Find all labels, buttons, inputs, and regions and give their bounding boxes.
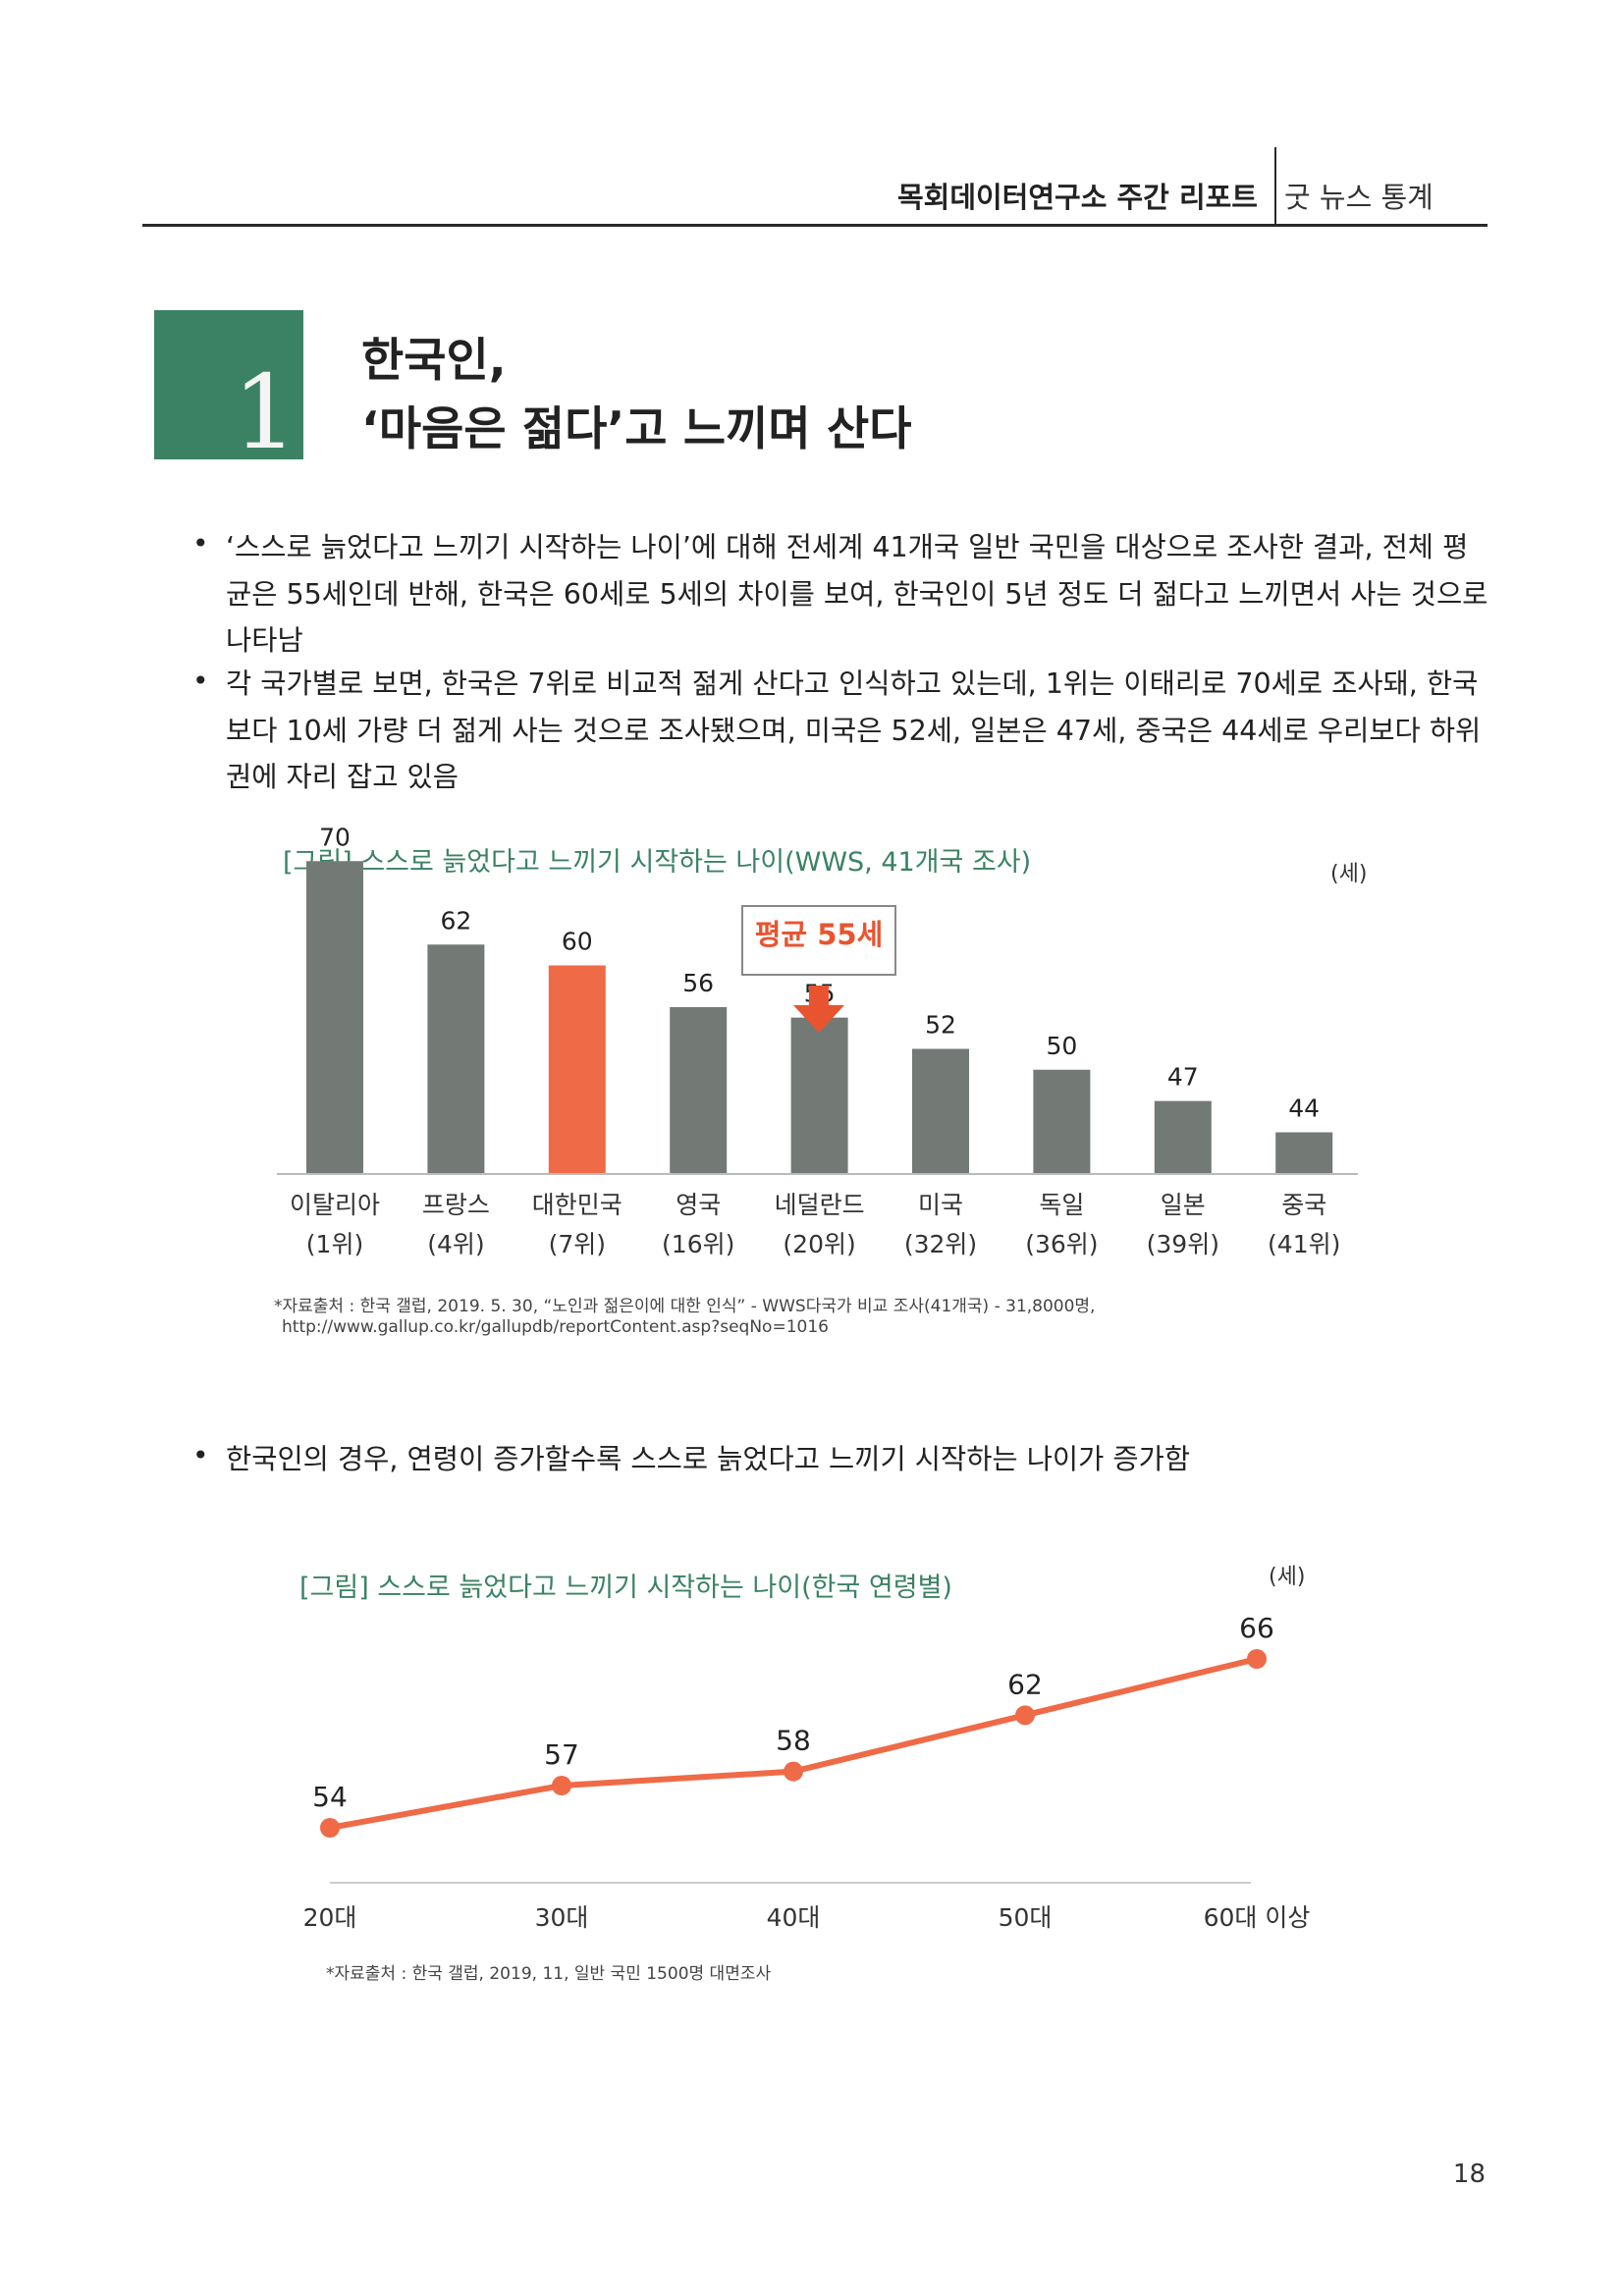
report-title: 목회데이터연구소 주간 리포트 [896, 181, 1258, 214]
bar-rank-label: (32위) [904, 1230, 977, 1258]
line-chart: 54 20대 57 30대 58 40대 62 50대 66 60대 이상 [303, 1612, 1311, 1932]
bar [1033, 1069, 1091, 1174]
bar-category-label: 일본 [1161, 1191, 1206, 1219]
bullet-line: 각 국가별로 보면, 한국은 7위로 비교적 젊게 산다고 인식하고 있는데, … [226, 667, 1479, 700]
bar [548, 965, 606, 1174]
bullet-dot: • [192, 1439, 209, 1471]
title-line-2: ‘마음은 젊다’고 느끼며 산다 [361, 402, 912, 456]
header-divider [1274, 147, 1276, 224]
line-value-label: 66 [1239, 1612, 1274, 1644]
bar-category-label: 미국 [918, 1191, 963, 1219]
bar-value-label: 47 [1167, 1063, 1199, 1092]
line-point [1247, 1649, 1267, 1669]
page-number: 18 [1452, 2160, 1486, 2189]
average-arrow-icon [793, 986, 844, 1033]
bar-category-label: 중국 [1281, 1191, 1326, 1219]
bar-value-label: 62 [440, 906, 471, 934]
bar [306, 861, 363, 1174]
bar-category-label: 독일 [1039, 1191, 1084, 1219]
section-label: 굿 뉴스 통계 [1284, 181, 1434, 214]
bar-rank-label: (16위) [662, 1230, 734, 1258]
average-annotation-box [741, 905, 896, 976]
line-point [552, 1776, 571, 1795]
section-number-box: 1 [154, 310, 303, 463]
bullet-dot: • [192, 527, 209, 560]
bar-category-label: 네덜란드 [775, 1191, 865, 1219]
bullet-line: 한국인의 경우, 연령이 증가할수록 스스로 늙었다고 느끼기 시작하는 나이가… [226, 1443, 1191, 1475]
line-category-label: 50대 [999, 1903, 1053, 1932]
section-number: 1 [232, 352, 298, 472]
line-category-label: 60대 이상 [1204, 1903, 1311, 1932]
line-category-label: 30대 [535, 1903, 589, 1932]
bar-value-label: 44 [1288, 1095, 1320, 1123]
bar-rank-label: (1위) [306, 1230, 363, 1258]
line-value-label: 54 [312, 1781, 348, 1813]
line-point [1015, 1705, 1035, 1726]
bar-rank-label: (39위) [1147, 1230, 1219, 1258]
bar-category-label: 대한민국 [532, 1191, 622, 1219]
bar [1154, 1100, 1212, 1174]
line-category-label: 20대 [303, 1903, 357, 1932]
line-category-label: 40대 [767, 1903, 821, 1932]
bar-category-label: 영국 [676, 1191, 721, 1219]
bar-rank-label: (4위) [427, 1230, 484, 1258]
bar-value-label: 52 [925, 1011, 956, 1040]
bullet-paragraph-1: ‘스스로 늙었다고 느끼기 시작하는 나이’에 대해 전세계 41개국 일반 국… [226, 524, 1492, 665]
bar-rank-label: (7위) [549, 1230, 606, 1258]
line-value-label: 58 [776, 1725, 811, 1757]
bullet-line: 나타남 [226, 624, 303, 657]
bar-chart-source-line-1: *자료출처 : 한국 갤럽, 2019. 5. 30, “노인과 젊은이에 대한… [274, 1297, 1096, 1316]
bar-value-label: 60 [562, 928, 593, 956]
bullet-line: 권에 자리 잡고 있음 [226, 761, 459, 793]
bar-value-label: 70 [319, 823, 351, 851]
bullet-paragraph-2: 각 국가별로 보면, 한국은 7위로 비교적 젊게 산다고 인식하고 있는데, … [226, 661, 1492, 801]
bar [790, 1017, 848, 1174]
line-point [320, 1818, 340, 1838]
line-value-label: 57 [544, 1738, 579, 1771]
bar-chart-title: [그림] 스스로 늙었다고 느끼기 시작하는 나이(WWS, 41개국 조사) [283, 847, 1032, 878]
bar [912, 1048, 969, 1174]
line-chart-unit: (세) [1269, 1565, 1306, 1589]
line-chart-source: *자료출처 : 한국 갤럽, 2019, 11, 일반 국민 1500명 대면조… [326, 1964, 772, 1984]
bar [670, 1007, 728, 1174]
bar-rank-label: (36위) [1025, 1230, 1098, 1258]
average-annotation-label: 평균 55세 [755, 918, 884, 951]
bar-category-label: 프랑스 [422, 1191, 490, 1219]
bar-category-label: 이탈리아 [290, 1191, 380, 1219]
bar-rank-label: (41위) [1268, 1230, 1340, 1258]
bar-chart-source-line-2: http://www.gallup.co.kr/gallupdb/reportC… [282, 1317, 829, 1337]
bar-chart-unit: (세) [1330, 862, 1368, 886]
header-rule [142, 224, 1488, 227]
bullet-paragraph-3: 한국인의 경우, 연령이 증가할수록 스스로 늙었다고 느끼기 시작하는 나이가… [226, 1436, 1492, 1483]
line-point [784, 1761, 803, 1782]
line-value-label: 62 [1007, 1668, 1043, 1700]
bar-value-label: 56 [682, 969, 714, 997]
bullet-line: 균은 55세인데 반해, 한국은 60세로 5세의 차이를 보여, 한국인이 5… [226, 577, 1488, 611]
title-line-1: 한국인, [361, 334, 507, 388]
bar-value-label: 50 [1046, 1032, 1077, 1060]
bar-chart: 70이탈리아(1위)62프랑스(4위)60대한민국(7위)56영국(16위)55… [277, 823, 1358, 1258]
bar [1275, 1132, 1333, 1174]
line-chart-title: [그림] 스스로 늙었다고 느끼기 시작하는 나이(한국 연령별) [299, 1573, 952, 1603]
bullet-line: 보다 10세 가량 더 젊게 사는 것으로 조사됐으며, 미국은 52세, 일본… [226, 714, 1482, 747]
section-title: 한국인, ‘마음은 젊다’고 느끼며 산다 [361, 327, 911, 464]
bullet-line: ‘스스로 늙었다고 느끼기 시작하는 나이’에 대해 전세계 41개국 일반 국… [226, 531, 1469, 563]
bullet-dot: • [192, 665, 209, 697]
bar [427, 944, 485, 1174]
bar-rank-label: (20위) [783, 1230, 855, 1258]
